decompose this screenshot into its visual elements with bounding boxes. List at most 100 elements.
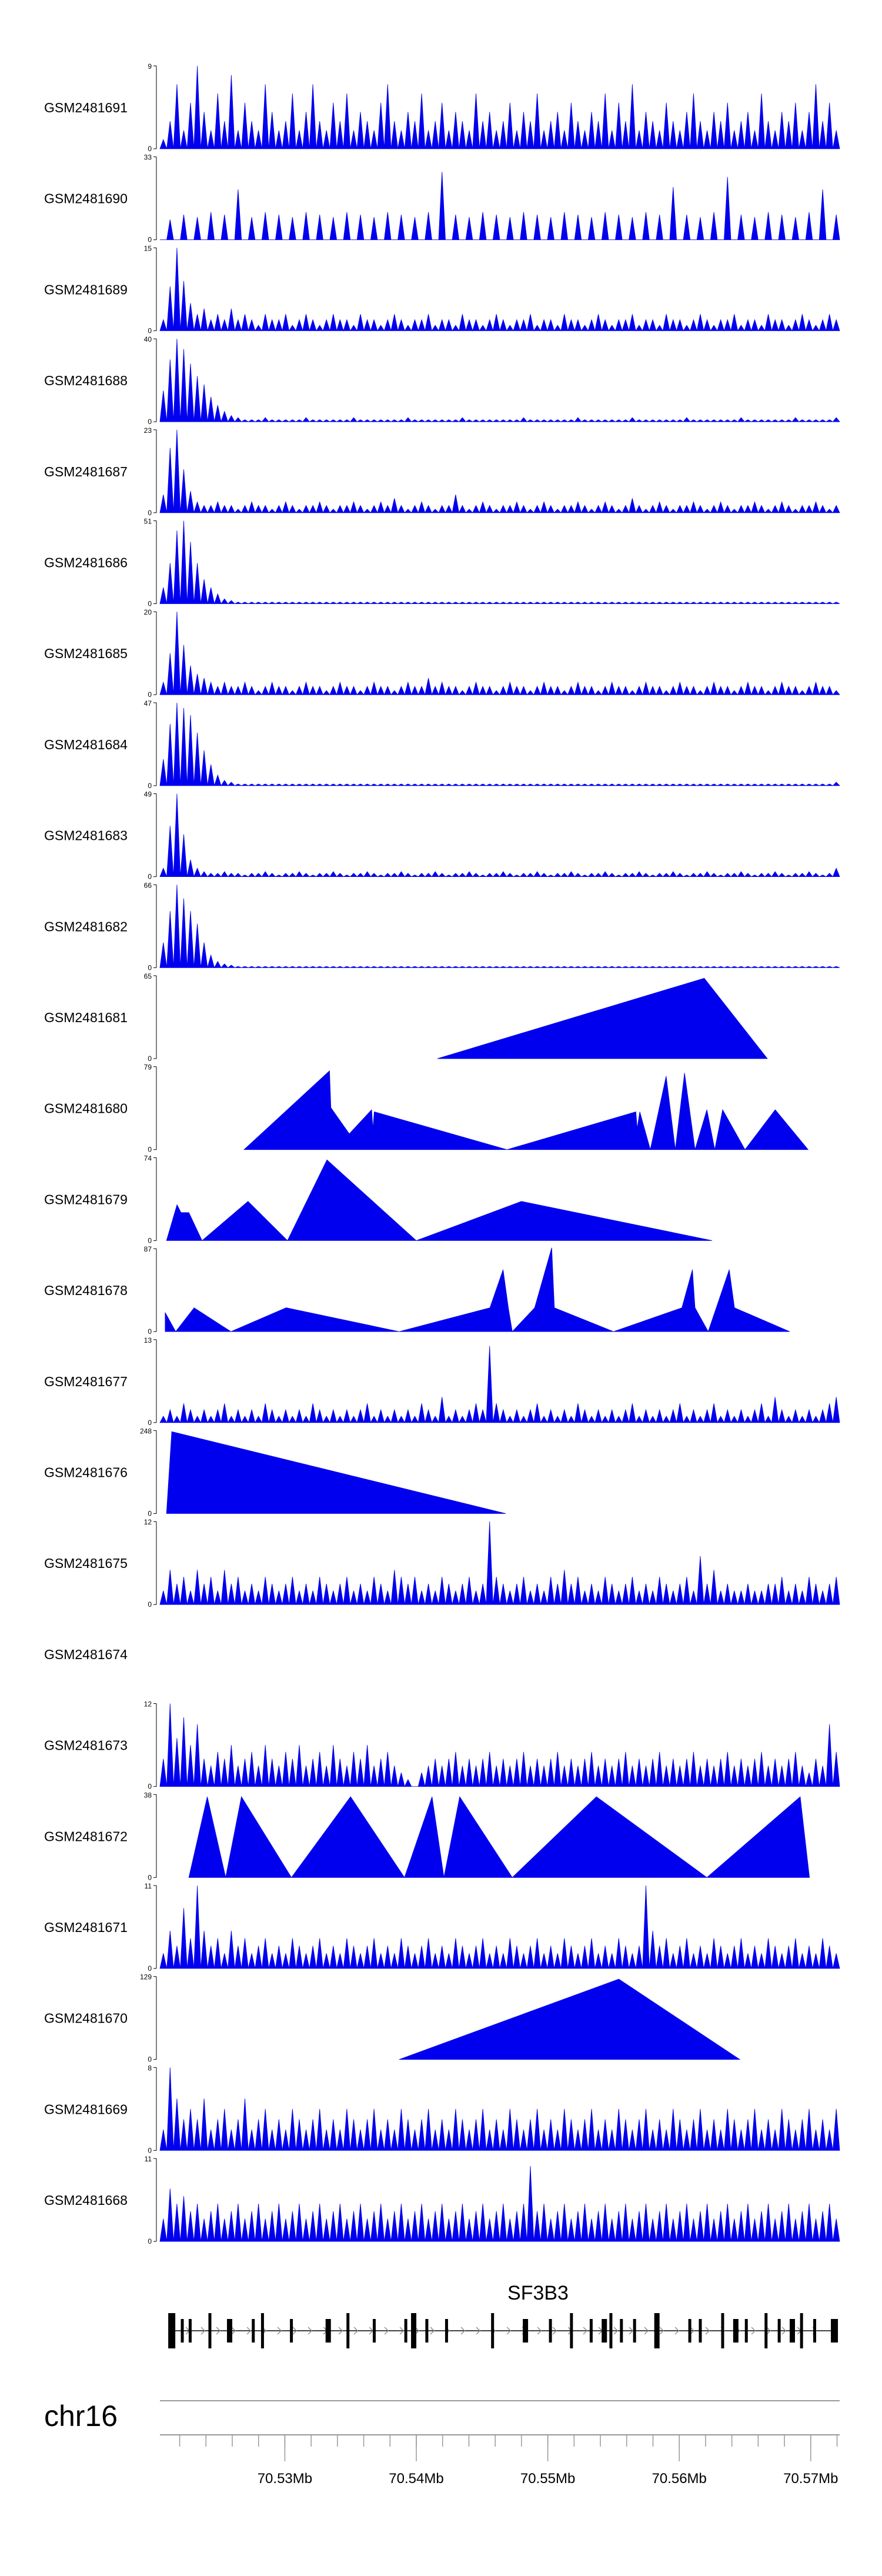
strand-chevron (353, 2327, 359, 2335)
y-tick-label-zero: 0 (148, 1510, 152, 1518)
x-tick-label: 70.53Mb (258, 2471, 312, 2487)
strand-chevron (751, 2327, 756, 2335)
track-label: GSM2481688 (44, 373, 128, 388)
track-gsm2481681: GSM2481681 65 0 (44, 972, 768, 1063)
y-tick-label-zero: 0 (148, 1783, 152, 1791)
coverage-area (160, 172, 840, 241)
coverage-area (166, 1431, 506, 1514)
strand-chevron (201, 2327, 206, 2335)
y-tick-label-max: 129 (140, 1973, 152, 1981)
track-gsm2481670: GSM2481670 129 0 (44, 1973, 741, 2064)
coverage-area (159, 2067, 840, 2151)
y-tick-label-max: 33 (144, 154, 152, 162)
strand-chevron (384, 2327, 389, 2335)
gene-label: SF3B3 (507, 2282, 569, 2304)
y-tick-label-max: 38 (144, 1791, 152, 1799)
exon (777, 2319, 781, 2343)
strand-chevron (613, 2327, 619, 2335)
strand-chevron (552, 2327, 557, 2335)
y-tick-label-max: 23 (144, 426, 152, 435)
y-tick-label-max: 8 (148, 2064, 152, 2072)
strand-chevron (460, 2327, 466, 2335)
y-tick-label-max: 12 (144, 1700, 152, 1709)
strand-chevron (216, 2327, 221, 2335)
coverage-area (165, 1247, 790, 1333)
y-tick-label-max: 11 (145, 1882, 152, 1890)
strand-chevron (292, 2327, 298, 2335)
y-tick-label-zero: 0 (148, 236, 152, 244)
strand-chevron (430, 2327, 435, 2335)
track-label: GSM2481690 (44, 191, 128, 206)
track-gsm2481672: GSM2481672 38 0 (44, 1791, 810, 1881)
track-gsm2481675: GSM2481675 12 0 (44, 1518, 840, 1609)
track-label: GSM2481669 (44, 2101, 128, 2117)
track-label: GSM2481677 (44, 1374, 128, 1389)
track-label: GSM2481673 (44, 1738, 128, 1753)
track-label: GSM2481682 (44, 919, 128, 934)
y-tick-label-zero: 0 (148, 2237, 152, 2245)
y-tick-label-zero: 0 (148, 690, 152, 699)
exon (260, 2313, 264, 2348)
y-tick-label-max: 47 (144, 699, 152, 708)
y-tick-label-max: 20 (144, 608, 152, 616)
track-gsm2481688: GSM2481688 40 0 (44, 335, 840, 426)
y-tick-label-zero: 0 (148, 418, 152, 426)
track-label: GSM2481674 (44, 1647, 128, 1662)
track-gsm2481680: GSM2481680 79 0 (44, 1063, 809, 1154)
coverage-area (243, 1070, 809, 1150)
exon (404, 2319, 407, 2343)
y-tick-label-zero: 0 (148, 600, 152, 608)
exon (181, 2319, 184, 2343)
exon (188, 2319, 192, 2343)
strand-chevron (705, 2327, 710, 2335)
coverage-area (159, 1703, 840, 1787)
strand-chevron (766, 2327, 771, 2335)
exon (589, 2319, 593, 2343)
y-tick-label-max: 65 (144, 972, 152, 980)
y-tick-label-zero: 0 (148, 2146, 152, 2154)
coverage-area (399, 1978, 741, 2060)
y-tick-label-max: 66 (144, 881, 152, 889)
track-label: GSM2481675 (44, 1556, 128, 1571)
y-tick-label-max: 51 (144, 518, 152, 526)
exon (425, 2319, 429, 2343)
y-tick-label-max: 248 (140, 1427, 152, 1436)
track-gsm2481668: GSM2481668 11 0 (44, 2155, 840, 2245)
exon (523, 2319, 529, 2343)
y-tick-label-zero: 0 (148, 1055, 152, 1063)
coverage-area (159, 248, 840, 332)
x-tick-label: 70.55Mb (520, 2471, 575, 2487)
strand-chevron (537, 2327, 542, 2335)
y-tick-label-max: 9 (148, 62, 152, 71)
y-tick-label-zero: 0 (148, 1873, 152, 1881)
track-gsm2481690: GSM2481690 33 0 (44, 154, 840, 244)
strand-chevron (583, 2327, 588, 2335)
exon (654, 2313, 660, 2348)
coverage-area (159, 612, 840, 696)
exon (411, 2313, 417, 2348)
exon (633, 2319, 636, 2343)
coverage-area (159, 1346, 840, 1424)
y-tick-label-max: 15 (144, 244, 152, 252)
strand-chevron (338, 2327, 343, 2335)
track-label: GSM2481686 (44, 555, 128, 570)
exon (733, 2319, 739, 2343)
strand-chevron (659, 2327, 664, 2335)
exon (688, 2319, 691, 2343)
y-tick-label-zero: 0 (148, 2056, 152, 2064)
y-tick-label-zero: 0 (148, 1419, 152, 1427)
track-label: GSM2481691 (44, 100, 128, 115)
strand-chevron (690, 2327, 695, 2335)
exon (168, 2313, 176, 2348)
coverage-area (159, 65, 840, 149)
track-gsm2481674: GSM2481674 (44, 1647, 128, 1662)
track-gsm2481689: GSM2481689 15 0 (44, 244, 840, 335)
coverage-area (159, 339, 840, 423)
y-tick-label-zero: 0 (148, 326, 152, 335)
y-tick-label-zero: 0 (148, 1327, 152, 1336)
y-tick-label-zero: 0 (148, 145, 152, 153)
track-label: GSM2481672 (44, 1828, 128, 1844)
exon (744, 2319, 748, 2343)
y-tick-label-max: 74 (144, 1154, 152, 1162)
